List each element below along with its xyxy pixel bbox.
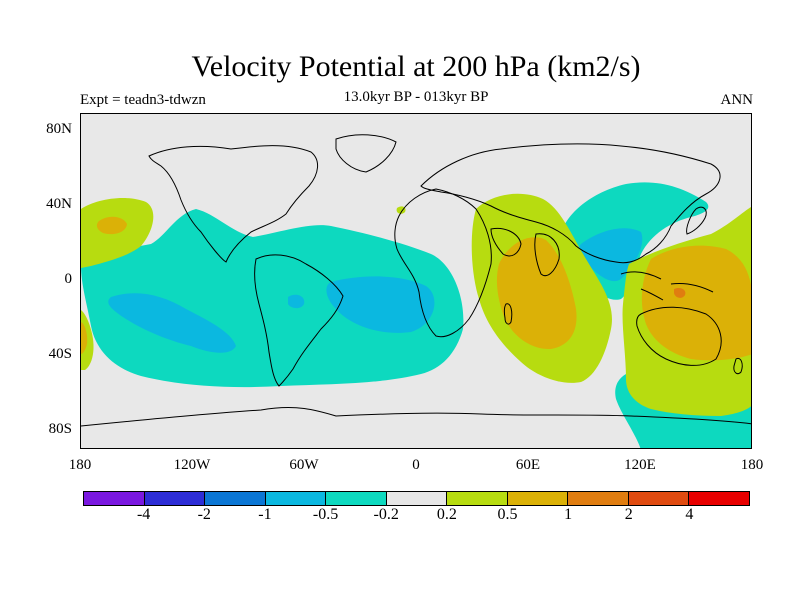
map-panel xyxy=(80,113,752,449)
coast-australia xyxy=(636,306,722,366)
colorbar-swatch xyxy=(568,492,629,505)
colorbar-swatch xyxy=(628,492,690,505)
colorbar-swatch xyxy=(447,492,508,505)
y-tick-label: 40N xyxy=(46,196,72,212)
colorbar-label: -0.2 xyxy=(373,506,399,523)
colorbar-swatch xyxy=(326,492,387,505)
coastlines xyxy=(81,134,751,427)
x-tick-label: 120W xyxy=(173,457,211,473)
coast-north-america xyxy=(148,145,318,263)
colorbar-swatch xyxy=(507,492,569,505)
y-tick-label: 40S xyxy=(48,346,72,362)
coast-japan xyxy=(686,206,707,235)
colorbar-label: 4 xyxy=(685,506,694,523)
coast-antarctica xyxy=(81,407,751,427)
y-tick-label: 80N xyxy=(46,121,72,137)
strong-positive-core-north-pacific xyxy=(96,216,127,235)
colorbar-label: -2 xyxy=(197,506,211,523)
x-tick-label: 60W xyxy=(289,457,319,473)
colorbar-swatch xyxy=(265,492,327,505)
colorbar-swatch xyxy=(689,492,750,505)
chart-subtitle: 13.0kyr BP - 013kyr BP xyxy=(343,89,489,105)
colorbar xyxy=(83,491,750,506)
coast-south-america xyxy=(254,254,344,387)
deep-negative-core-andes xyxy=(288,294,305,309)
x-tick-label: 60E xyxy=(515,457,541,473)
positive-region-atlantic-islet xyxy=(396,206,406,214)
chart-title: Velocity Potential at 200 hPa (km2/s) xyxy=(191,50,641,83)
colorbar-label: 2 xyxy=(624,506,633,523)
colorbar-swatch xyxy=(144,492,206,505)
deep-negative-core-south-china xyxy=(578,228,643,282)
colorbar-label: -1 xyxy=(258,506,272,523)
coast-maritime-continent xyxy=(620,271,714,301)
negative-region-eastern-pacific-atlantic xyxy=(81,209,464,388)
x-tick-label: 180 xyxy=(740,457,764,473)
colorbar-label: -4 xyxy=(136,506,151,523)
positive-region-edge-west xyxy=(81,310,94,370)
experiment-label: Expt = teadn3-tdwzn xyxy=(80,92,206,108)
colorbar-label: 0.5 xyxy=(497,506,518,523)
colorbar-swatch xyxy=(84,492,145,505)
y-tick-label: 80S xyxy=(48,421,72,437)
deep-negative-core-tropical-pacific xyxy=(108,293,236,353)
x-tick-label: 120E xyxy=(624,457,656,473)
strong-positive-core-edge xyxy=(81,322,88,354)
coast-greenland xyxy=(335,134,397,173)
colorbar-label: 1 xyxy=(564,506,573,523)
colorbar-label: -0.5 xyxy=(312,506,339,523)
colorbar-swatch xyxy=(205,492,266,505)
season-label: ANN xyxy=(720,92,754,108)
coast-arabia-india xyxy=(490,227,560,277)
coast-new-zealand xyxy=(733,357,743,375)
coast-madagascar xyxy=(503,303,513,325)
x-tick-label: 180 xyxy=(68,457,92,473)
coast-europe-africa xyxy=(394,188,492,338)
colorbar-label: 0.2 xyxy=(436,506,457,523)
coast-eurasia xyxy=(420,143,721,264)
deep-negative-core-south-atlantic xyxy=(326,276,435,333)
x-tick-label: 0 xyxy=(412,457,420,473)
velocity-potential-map xyxy=(81,114,751,448)
colorbar-swatch xyxy=(386,492,448,505)
strong-positive-core-maritime xyxy=(641,245,751,361)
peak-positive-core-new-guinea xyxy=(674,287,686,298)
y-tick-label: 0 xyxy=(64,271,73,287)
